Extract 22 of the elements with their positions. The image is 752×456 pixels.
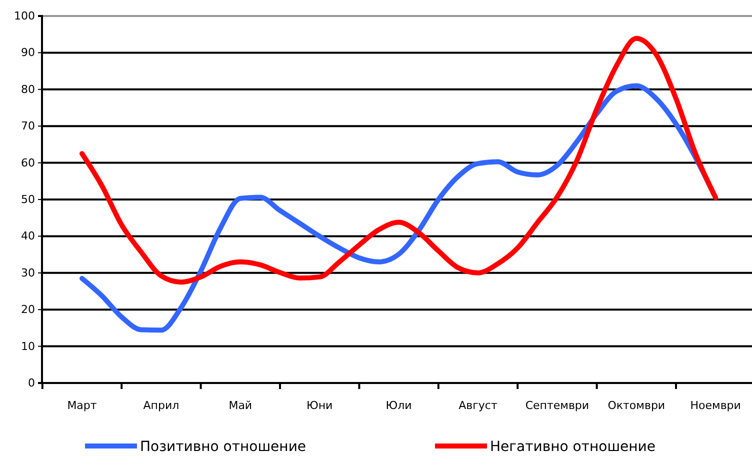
x-tick-label: Юни — [306, 399, 333, 412]
legend-label: Негативно отношение — [490, 439, 656, 455]
y-tick-label: 0 — [28, 376, 35, 390]
x-tick-label: Март — [67, 399, 98, 412]
y-tick-label: 20 — [21, 303, 35, 316]
y-tick-label: 60 — [21, 156, 35, 170]
y-tick-label: 90 — [21, 46, 35, 60]
x-tick-label: Юли — [386, 399, 412, 412]
y-tick-label: 70 — [21, 120, 35, 133]
x-tick-label: Май — [228, 399, 252, 412]
x-tick-label: Октомври — [608, 399, 666, 412]
y-tick-label: 100 — [14, 10, 35, 23]
y-tick-label: 10 — [21, 340, 35, 353]
x-tick-label: Ноември — [690, 399, 741, 412]
y-tick-label: 30 — [21, 266, 35, 280]
y-tick-label: 80 — [21, 82, 35, 96]
x-tick-label: Август — [458, 399, 498, 412]
legend-label: Позитивно отношение — [140, 439, 306, 455]
x-tick-label: Април — [143, 399, 180, 412]
y-tick-label: 50 — [21, 193, 35, 206]
y-tick-label: 40 — [21, 230, 35, 243]
x-tick-label: Септември — [525, 399, 590, 412]
